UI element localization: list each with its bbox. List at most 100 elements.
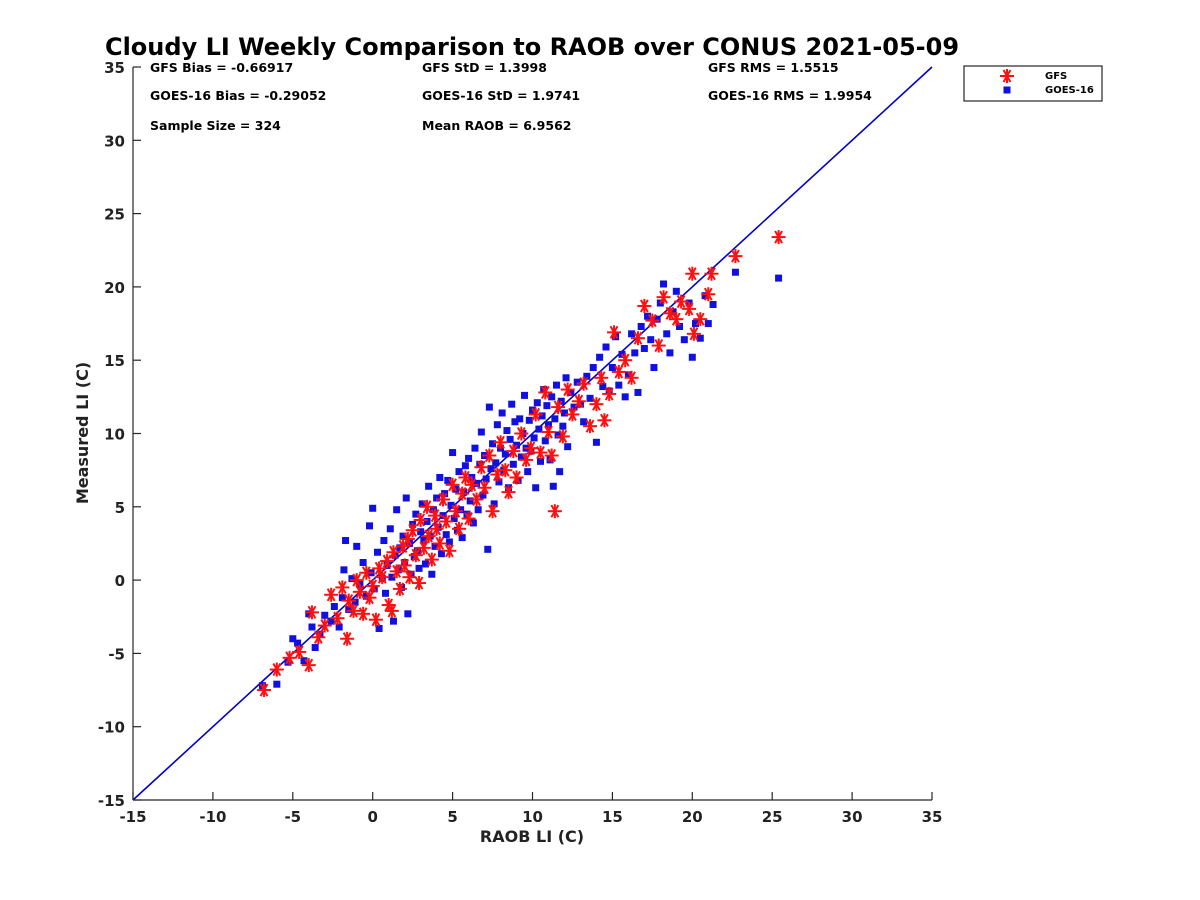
goes16-point	[653, 315, 661, 323]
gfs-point	[429, 521, 444, 536]
gfs-point	[469, 492, 484, 507]
gfs-point	[439, 514, 454, 529]
goes16-point	[348, 575, 356, 583]
goes16-point	[289, 635, 297, 643]
goes16-point	[359, 559, 367, 567]
goes16-point	[466, 497, 474, 505]
gfs-point	[565, 407, 580, 422]
y-tick-label: 35	[104, 59, 125, 77]
goes16-point	[602, 343, 610, 351]
goes16-point	[676, 322, 684, 330]
gfs-point	[380, 554, 395, 569]
goes16-point	[775, 274, 783, 282]
gfs-point	[389, 564, 404, 579]
y-tick-label: 30	[104, 132, 125, 150]
gfs-point	[368, 612, 383, 627]
gfs-point	[317, 618, 332, 633]
x-axis-label: RAOB LI (C)	[480, 827, 584, 846]
goes16-point	[388, 573, 396, 581]
gfs-point	[589, 397, 604, 412]
legend-gfs-label: GFS	[1045, 71, 1067, 82]
goes16-point	[425, 482, 433, 490]
gfs-point	[330, 611, 345, 626]
gfs-point	[728, 249, 743, 264]
goes16-point	[541, 437, 549, 445]
chart-title: Cloudy LI Weekly Comparison to RAOB over…	[105, 33, 959, 61]
gfs-point	[519, 452, 534, 467]
gfs-point	[455, 486, 470, 501]
goes16-point	[592, 438, 600, 446]
goes16-point	[420, 537, 428, 545]
goes16-point	[444, 476, 452, 484]
gfs-point	[464, 477, 479, 492]
goes16-point	[608, 364, 616, 372]
gfs-point	[618, 353, 633, 368]
goes16-point	[615, 381, 623, 389]
gfs-point	[416, 540, 431, 555]
goes16-point	[552, 381, 560, 389]
gfs-point	[482, 448, 497, 463]
gfs-point	[501, 485, 516, 500]
gfs-point	[704, 266, 719, 281]
goes16-point	[389, 617, 397, 625]
gfs-point	[541, 425, 556, 440]
gfs-point	[257, 683, 272, 698]
goes16-point	[663, 330, 671, 338]
goes16-point	[447, 501, 455, 509]
goes16-point	[441, 490, 449, 498]
goes16-point	[691, 320, 699, 328]
gfs-point	[594, 370, 609, 385]
gfs-point	[365, 578, 380, 593]
gfs-point	[356, 606, 371, 621]
gfs-point	[442, 543, 457, 558]
goes16-point	[465, 454, 473, 462]
gfs-point	[771, 230, 786, 245]
goes16-point	[330, 602, 338, 610]
goes16-point	[362, 592, 370, 600]
goes16-point	[669, 308, 677, 316]
goes16-point	[402, 494, 410, 502]
gfs-point	[458, 470, 473, 485]
goes16-point	[634, 388, 642, 396]
x-tick-label: -10	[199, 808, 226, 826]
goes16-point	[417, 528, 425, 536]
x-tick-label: -5	[284, 808, 301, 826]
goes16-point	[490, 500, 498, 508]
gfs-point	[412, 576, 427, 591]
gfs-point	[682, 301, 697, 316]
gfs-point	[645, 313, 660, 328]
gfs-point	[405, 523, 420, 538]
goes16-point	[482, 475, 490, 483]
goes16-point	[544, 421, 552, 429]
goes16-point	[554, 431, 562, 439]
stat-text: GFS Bias = -0.66917	[150, 60, 293, 75]
goes16-point	[509, 460, 517, 468]
axis-ticks: -15 -10 -5 0 5 10 15 20 25 30 35 -15 -10 -5 0 5 10 15 20 25…	[98, 59, 943, 826]
goes16-point	[431, 542, 439, 550]
gfs-point	[340, 631, 355, 646]
gfs-point	[445, 477, 460, 492]
stat-text: GFS RMS = 1.5515	[708, 60, 839, 75]
gfs-point	[352, 584, 367, 599]
y-tick-label: 0	[115, 572, 125, 590]
legend-goes16-marker	[1003, 86, 1011, 94]
goes16-point	[404, 610, 412, 618]
goes16-point	[556, 468, 564, 476]
gfs-point	[359, 565, 374, 580]
legend-goes16-label: GOES-16	[1045, 85, 1094, 96]
gfs-point	[686, 326, 701, 341]
y-tick-label: 10	[104, 426, 125, 444]
goes16-point	[457, 506, 465, 514]
goes16-point	[570, 403, 578, 411]
gfs-point	[560, 382, 575, 397]
goes16-point	[696, 334, 704, 342]
goes16-point	[485, 403, 493, 411]
goes16-point	[731, 268, 739, 276]
y-tick-label: -5	[108, 645, 125, 663]
gfs-point	[544, 448, 559, 463]
gfs-point	[386, 545, 401, 560]
goes16-point	[455, 468, 463, 476]
goes16-point	[412, 510, 420, 518]
gfs-point	[269, 662, 284, 677]
goes16-point	[628, 330, 636, 338]
